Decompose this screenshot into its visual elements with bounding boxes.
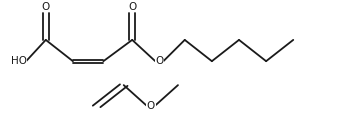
Text: O: O	[147, 101, 155, 111]
Text: O: O	[128, 2, 136, 12]
Text: O: O	[42, 2, 50, 12]
Text: HO: HO	[11, 56, 27, 66]
Text: O: O	[155, 56, 163, 66]
